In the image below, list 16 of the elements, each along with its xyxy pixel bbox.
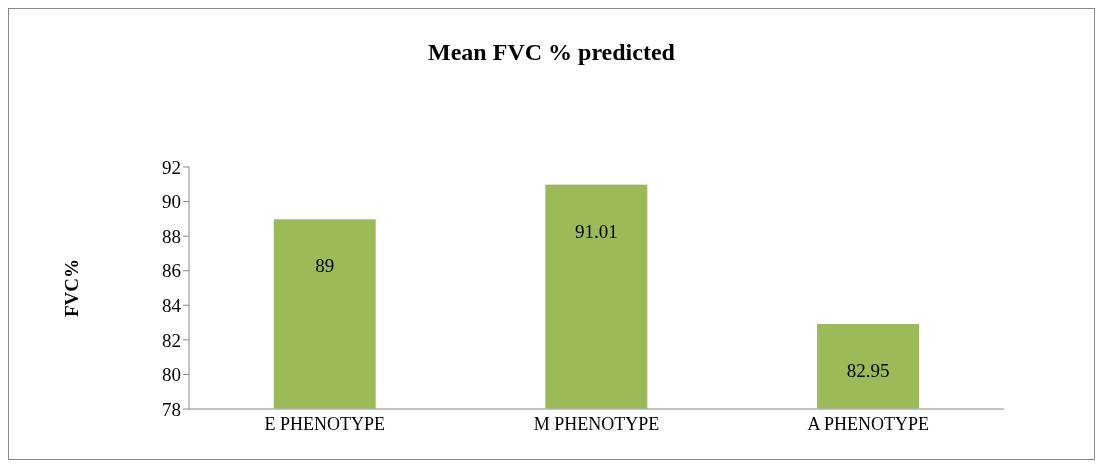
x-tick-label: A PHENOTYPE	[807, 413, 929, 434]
y-tick-label: 80	[162, 364, 181, 386]
y-tick-label: 90	[162, 191, 181, 213]
y-tick-label: 92	[162, 156, 181, 178]
data-label: 89	[315, 255, 335, 277]
data-label: 82.95	[846, 359, 890, 381]
y-tick-label: 84	[162, 295, 182, 317]
x-tick-label: E PHENOTYPE	[264, 413, 386, 434]
y-tick-label: 78	[162, 398, 181, 420]
y-axis-title: FVC%	[60, 258, 82, 318]
y-tick-label: 86	[162, 260, 181, 282]
y-tick-label: 82	[162, 329, 181, 351]
chart-title: Mean FVC % predicted	[427, 39, 676, 66]
x-tick-label: M PHENOTYPE	[533, 413, 660, 434]
data-label: 91.01	[575, 220, 618, 242]
y-tick-label: 88	[162, 225, 181, 247]
